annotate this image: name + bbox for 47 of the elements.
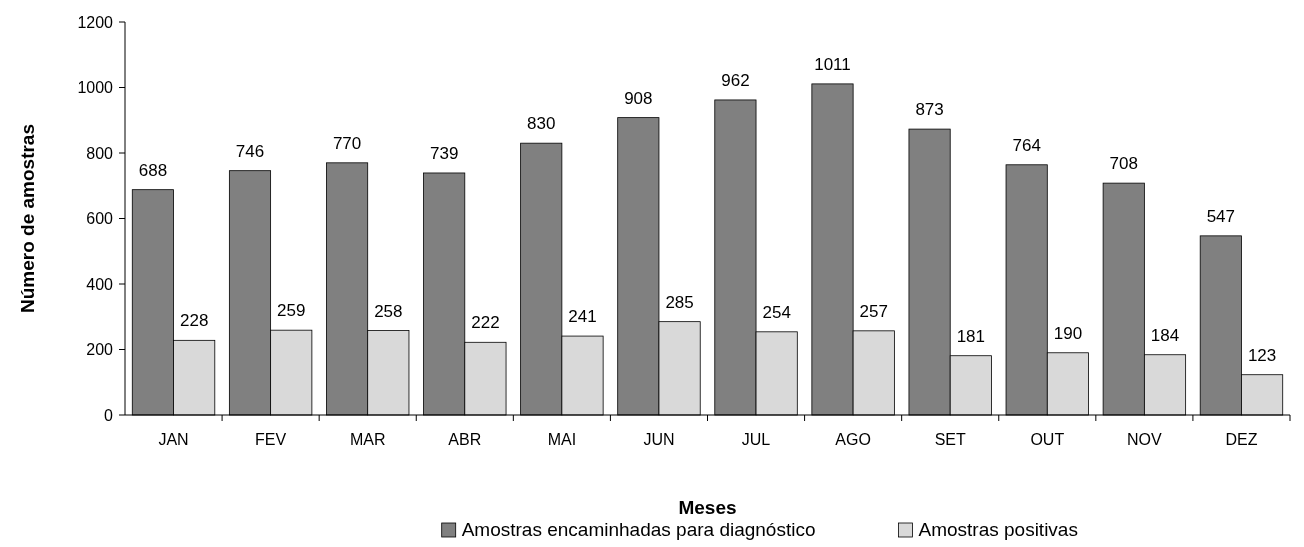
x-tick-label: JUL bbox=[741, 431, 771, 448]
data-label: 746 bbox=[235, 141, 265, 161]
data-label: 222 bbox=[471, 313, 500, 333]
legend-label: Amostras positivas bbox=[918, 519, 1078, 540]
y-axis-title: Número de amostras bbox=[17, 123, 38, 314]
x-tick-label: MAI bbox=[547, 431, 577, 448]
data-label: 547 bbox=[1206, 206, 1236, 226]
y-tick-label: 400 bbox=[86, 275, 114, 293]
data-label: 190 bbox=[1053, 323, 1083, 343]
y-tick-label: 200 bbox=[86, 341, 114, 359]
data-label: 708 bbox=[1109, 154, 1138, 174]
data-label: 764 bbox=[1012, 135, 1041, 155]
y-tick-label: 800 bbox=[86, 144, 114, 162]
data-label: 739 bbox=[429, 143, 459, 163]
x-tick-label: JAN bbox=[158, 431, 189, 448]
y-tick-label: 600 bbox=[86, 210, 114, 228]
data-label: 908 bbox=[624, 88, 653, 108]
x-tick-label: AGO bbox=[835, 431, 871, 448]
data-label: 184 bbox=[1150, 325, 1180, 345]
data-label: 770 bbox=[332, 133, 362, 153]
y-tick-label: 1200 bbox=[77, 13, 114, 31]
x-tick-label: OUT bbox=[1030, 431, 1065, 448]
data-label: 257 bbox=[859, 301, 888, 321]
x-tick-label: DEZ bbox=[1225, 431, 1258, 448]
x-tick-label: JUN bbox=[643, 431, 675, 448]
y-tick-label: 1000 bbox=[77, 79, 114, 97]
x-tick-label: SET bbox=[934, 431, 966, 448]
x-tick-label: MAR bbox=[349, 431, 386, 448]
data-label: 962 bbox=[721, 70, 750, 90]
data-label: 123 bbox=[1247, 345, 1277, 365]
data-label: 873 bbox=[915, 100, 944, 120]
data-label: 688 bbox=[138, 160, 168, 180]
data-label: 181 bbox=[956, 326, 986, 346]
data-label: 254 bbox=[762, 302, 791, 322]
data-label: 1011 bbox=[814, 54, 851, 74]
x-tick-label: NOV bbox=[1127, 431, 1163, 448]
y-tick-label: 0 bbox=[104, 406, 114, 424]
data-label: 241 bbox=[568, 307, 597, 327]
data-label: 228 bbox=[179, 311, 209, 331]
x-tick-label: FEV bbox=[255, 431, 287, 448]
data-label: 258 bbox=[374, 301, 403, 321]
data-label: 830 bbox=[527, 114, 556, 134]
data-label: 285 bbox=[665, 292, 694, 312]
data-label: 259 bbox=[277, 301, 306, 321]
x-axis-title: Meses bbox=[678, 497, 737, 518]
x-tick-label: ABR bbox=[448, 431, 482, 448]
legend-label: Amostras encaminhadas para diagnóstico bbox=[461, 519, 816, 540]
